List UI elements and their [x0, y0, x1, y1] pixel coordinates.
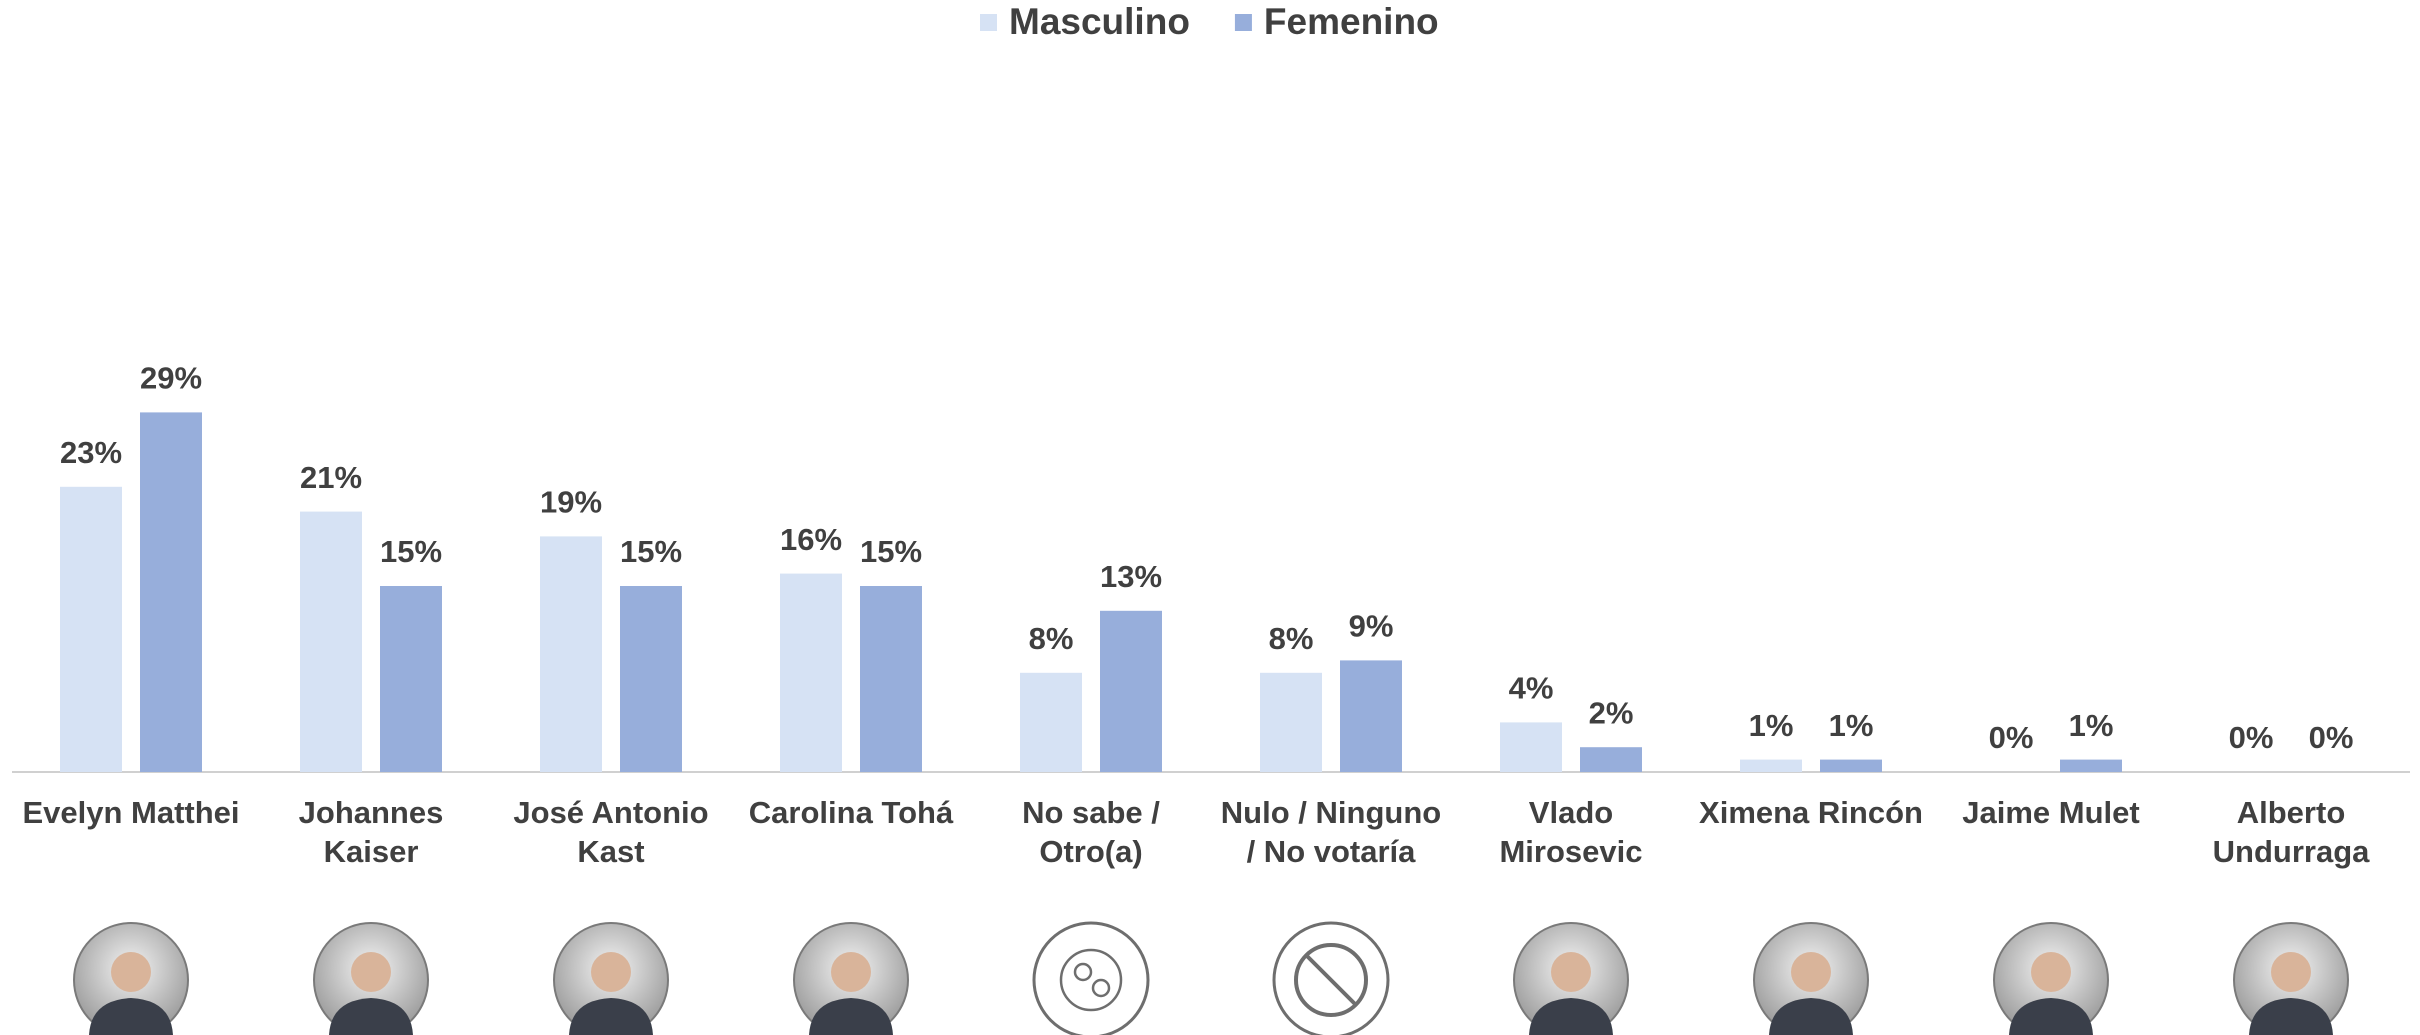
data-label: 15%	[380, 534, 442, 569]
avatar-body	[329, 998, 413, 1035]
avatar-icon	[1032, 921, 1150, 1035]
category-label: José Antonio Kast	[513, 795, 709, 869]
avatar	[1993, 922, 2109, 1035]
avatar-body	[1529, 998, 1613, 1035]
avatar-body	[809, 998, 893, 1035]
bar	[140, 412, 202, 772]
bar	[780, 573, 842, 772]
data-label: 15%	[860, 534, 922, 569]
avatar	[553, 922, 669, 1035]
icon-part	[1073, 962, 1093, 982]
bar	[380, 586, 442, 772]
bar	[1020, 672, 1082, 772]
bar	[860, 586, 922, 772]
legend-label: Femenino	[1264, 1, 1439, 42]
avatar	[1272, 921, 1390, 1035]
avatar-body	[2249, 998, 2333, 1035]
avatar-body	[569, 998, 653, 1035]
data-label: 21%	[300, 460, 362, 495]
bar	[1500, 722, 1562, 772]
category-label: Jaime Mulet	[1962, 795, 2140, 830]
avatar	[313, 922, 429, 1035]
avatar	[1032, 921, 1150, 1035]
data-label: 8%	[1029, 621, 1074, 656]
avatar-head	[2031, 952, 2071, 992]
data-label: 19%	[540, 485, 602, 520]
data-label: 4%	[1509, 671, 1554, 706]
category-label: Vlado Mirosevic	[1499, 795, 1643, 869]
legend-label: Masculino	[1009, 1, 1190, 42]
bar	[540, 536, 602, 772]
data-label: 23%	[60, 435, 122, 470]
avatar-head	[111, 952, 151, 992]
avatar-body	[2009, 998, 2093, 1035]
icon-part	[1091, 978, 1111, 998]
data-label: 15%	[620, 534, 682, 569]
category-label: Alberto Undurraga	[2212, 795, 2370, 869]
bar	[2060, 759, 2122, 772]
data-label: 1%	[1749, 708, 1794, 743]
data-label: 0%	[1989, 720, 2034, 755]
category-label: Johannes Kaiser	[298, 795, 444, 869]
avatar-head	[351, 952, 391, 992]
legend-swatch	[1234, 14, 1252, 31]
data-label: 13%	[1100, 559, 1162, 594]
legend-swatch	[980, 14, 997, 31]
bar	[60, 486, 122, 772]
category-label: Carolina Tohá	[748, 795, 954, 830]
data-label: 2%	[1589, 695, 1634, 730]
avatar	[2233, 922, 2349, 1035]
category-label: Evelyn Matthei	[22, 795, 240, 830]
bar	[1100, 610, 1162, 772]
category-label: Nulo / Ninguno / No votaría	[1220, 795, 1442, 869]
avatar-body	[89, 998, 173, 1035]
data-label: 16%	[780, 522, 842, 557]
avatar-head	[2271, 952, 2311, 992]
category-label: Ximena Rincón	[1699, 795, 1923, 830]
avatar-head	[1791, 952, 1831, 992]
bar	[620, 586, 682, 772]
category-label: No sabe / Otro(a)	[1022, 795, 1160, 869]
data-label: 9%	[1349, 609, 1394, 644]
data-label: 29%	[140, 361, 202, 396]
data-label: 1%	[2069, 708, 2114, 743]
icon-part	[1294, 943, 1368, 1017]
bar	[1580, 747, 1642, 772]
avatar	[73, 922, 189, 1035]
avatar	[793, 922, 909, 1035]
data-label: 8%	[1269, 621, 1314, 656]
bar	[1340, 660, 1402, 772]
avatar-body	[1769, 998, 1853, 1035]
data-label: 0%	[2229, 720, 2274, 755]
data-label: 0%	[2309, 720, 2354, 755]
bar	[1740, 759, 1802, 772]
bar	[1260, 672, 1322, 772]
bar	[300, 511, 362, 772]
avatar	[1753, 922, 1869, 1035]
icon-part	[1059, 948, 1123, 1012]
data-label: 1%	[1829, 708, 1874, 743]
avatar-head	[831, 952, 871, 992]
bar	[1820, 759, 1882, 772]
avatar	[1513, 922, 1629, 1035]
avatar-head	[591, 952, 631, 992]
icon-part	[1304, 953, 1358, 1007]
avatar-head	[1551, 952, 1591, 992]
